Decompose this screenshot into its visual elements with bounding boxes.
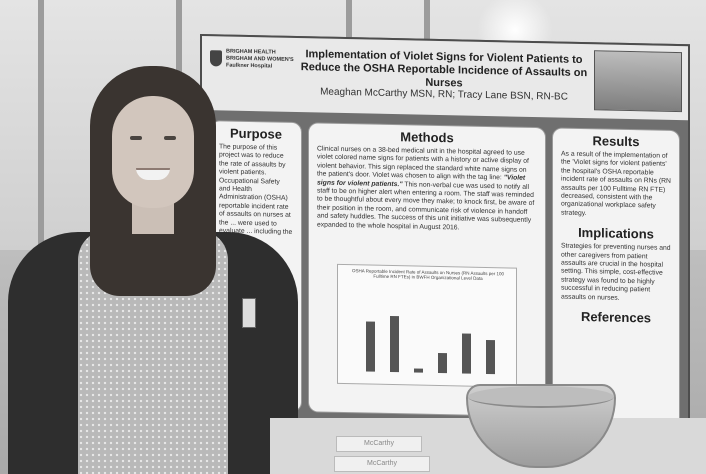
bowl-rim bbox=[468, 386, 614, 408]
presenter bbox=[8, 62, 298, 474]
poster-chart-title: OSHA Reportable Incident Rate of Assault… bbox=[351, 268, 505, 281]
smile bbox=[136, 168, 170, 180]
face bbox=[112, 96, 194, 208]
eye bbox=[130, 136, 142, 140]
methods-body: Clinical nurses on a 38-bed medical unit… bbox=[309, 142, 545, 237]
methods-body-lead: Clinical nurses on a 38-bed medical unit… bbox=[317, 145, 529, 182]
poster-chart-bar bbox=[486, 339, 495, 375]
implications-body: Strategies for preventing nurses and oth… bbox=[561, 242, 671, 302]
poster-chart-bar bbox=[462, 333, 471, 374]
methods-body-rest: This non-verbal cue was used to notify a… bbox=[317, 180, 535, 232]
eye bbox=[164, 136, 176, 140]
results-body: As a result of the implementation of the… bbox=[561, 150, 671, 217]
name-card: McCarthy bbox=[334, 456, 430, 472]
poster-chart-bar bbox=[438, 352, 447, 374]
building-photo bbox=[594, 50, 682, 113]
poster-chart-bar bbox=[366, 321, 375, 372]
poster-chart-bar bbox=[390, 315, 399, 373]
references-heading: References bbox=[580, 309, 652, 326]
methods-panel: Methods Clinical nurses on a 38-bed medi… bbox=[308, 122, 546, 418]
name-card: McCarthy bbox=[336, 436, 422, 452]
poster-bar-chart: OSHA Reportable Incident Rate of Assault… bbox=[337, 263, 517, 388]
poster-chart-bar bbox=[414, 368, 423, 373]
id-badge bbox=[242, 298, 256, 328]
window-mullion bbox=[38, 0, 44, 250]
